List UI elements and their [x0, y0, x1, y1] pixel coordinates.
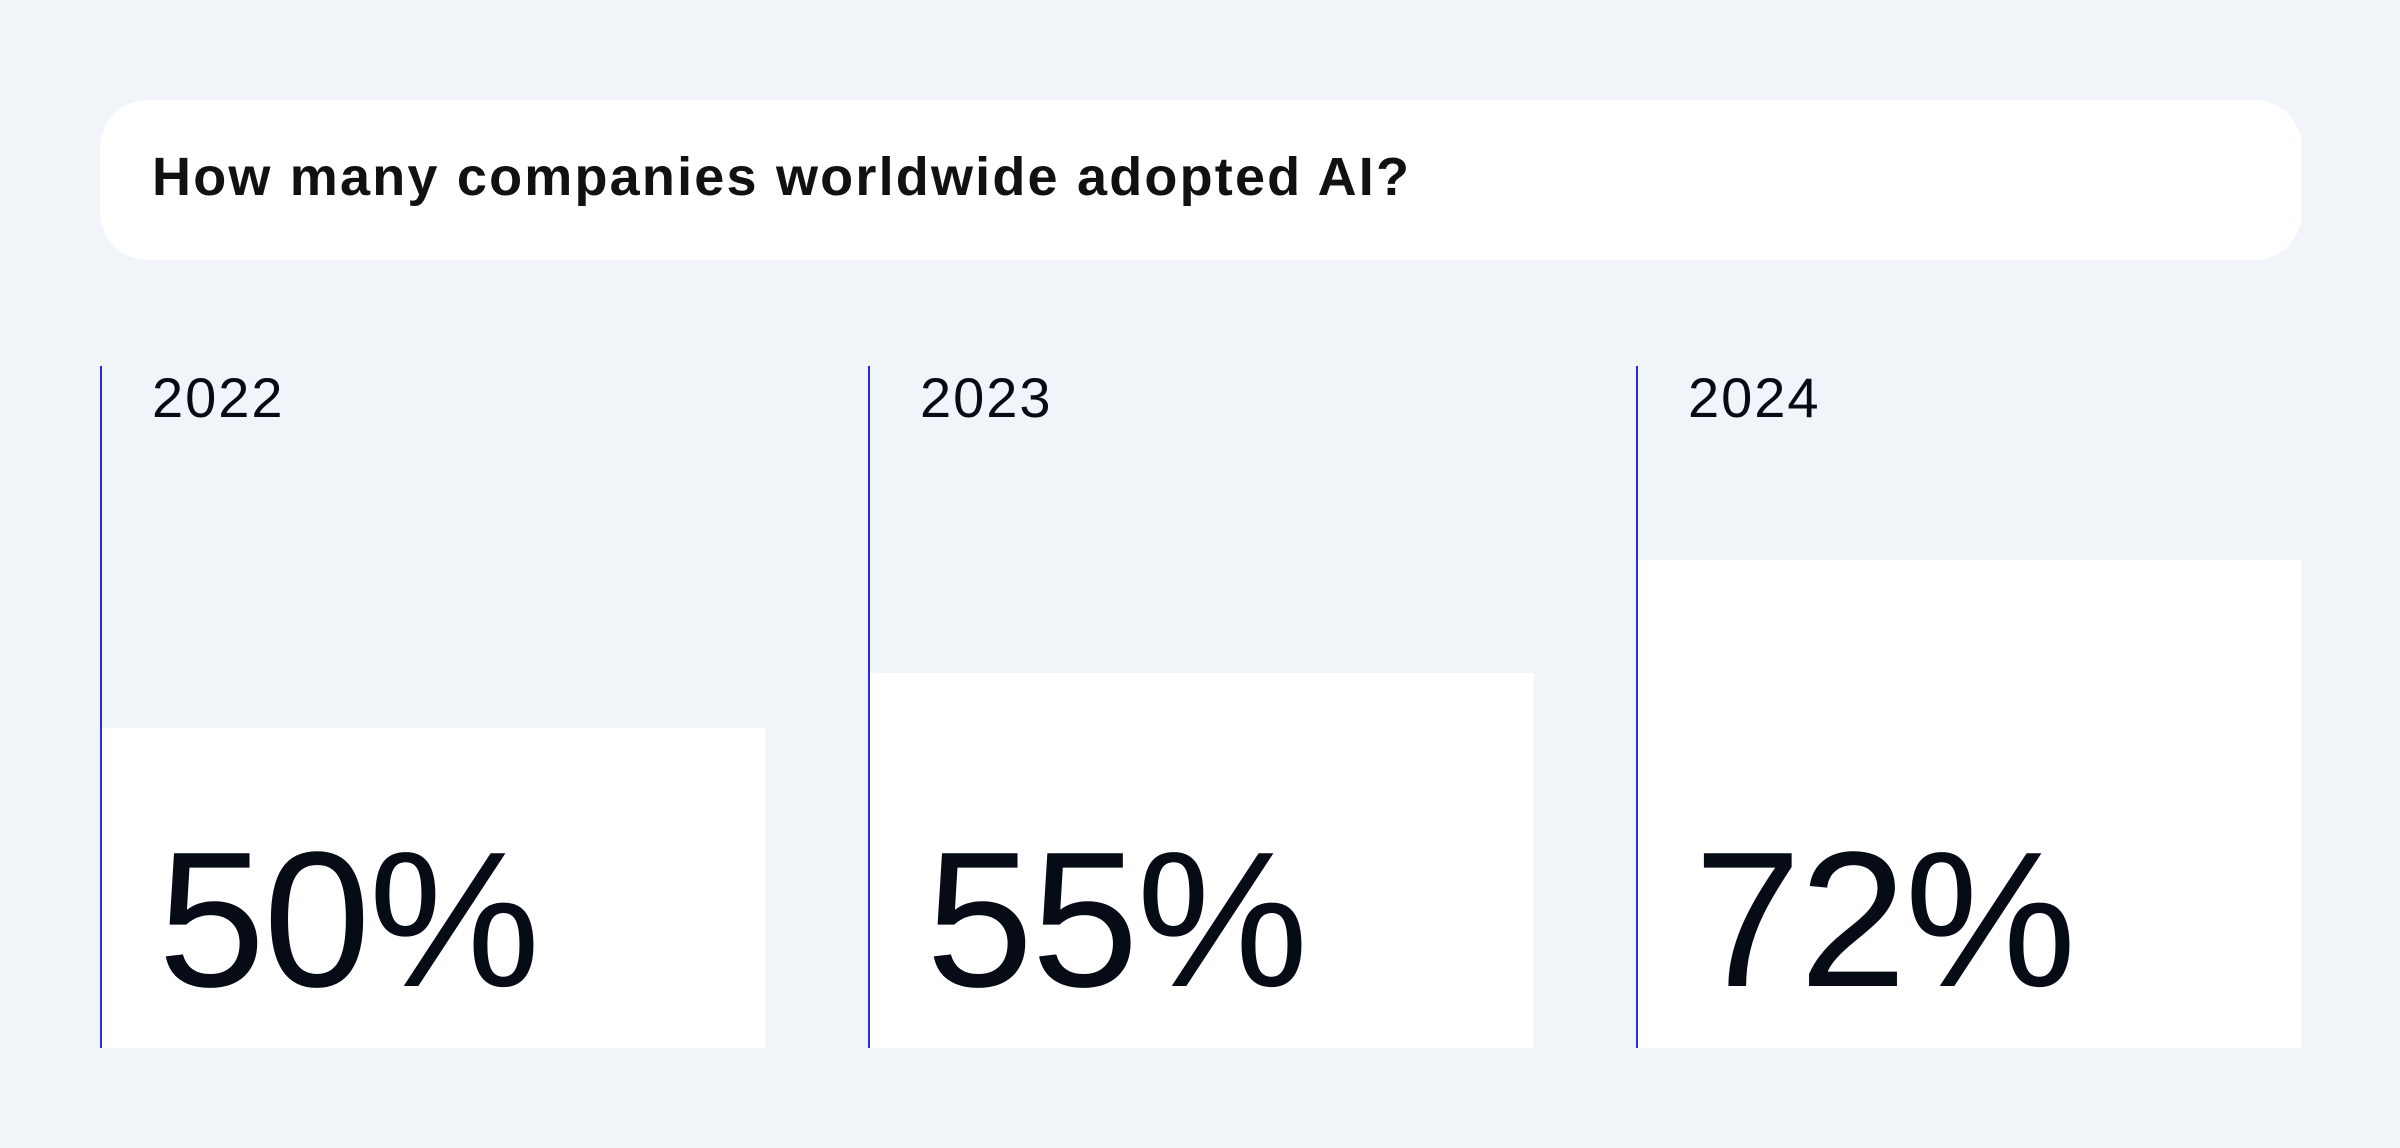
- chart-title: How many companies worldwide adopted AI?: [152, 147, 1412, 207]
- value-label: 55%: [926, 811, 1308, 1027]
- column-2022: 2022 50%: [100, 366, 868, 1048]
- title-card: How many companies worldwide adopted AI?: [100, 100, 2302, 260]
- column-2023: 2023 55%: [868, 366, 1636, 1048]
- bar-2022: [102, 728, 766, 1048]
- year-label: 2022: [152, 366, 285, 429]
- column-divider-line: [868, 366, 870, 1048]
- value-label: 50%: [158, 811, 540, 1027]
- bar-2024: [1638, 560, 2302, 1048]
- year-label: 2024: [1688, 366, 1821, 429]
- year-label: 2023: [920, 366, 1053, 429]
- column-divider-line: [1636, 366, 1638, 1048]
- value-label: 72%: [1694, 811, 2076, 1027]
- column-2024: 2024 72%: [1636, 366, 2400, 1048]
- bar-2023: [870, 673, 1534, 1048]
- column-divider-line: [100, 366, 102, 1048]
